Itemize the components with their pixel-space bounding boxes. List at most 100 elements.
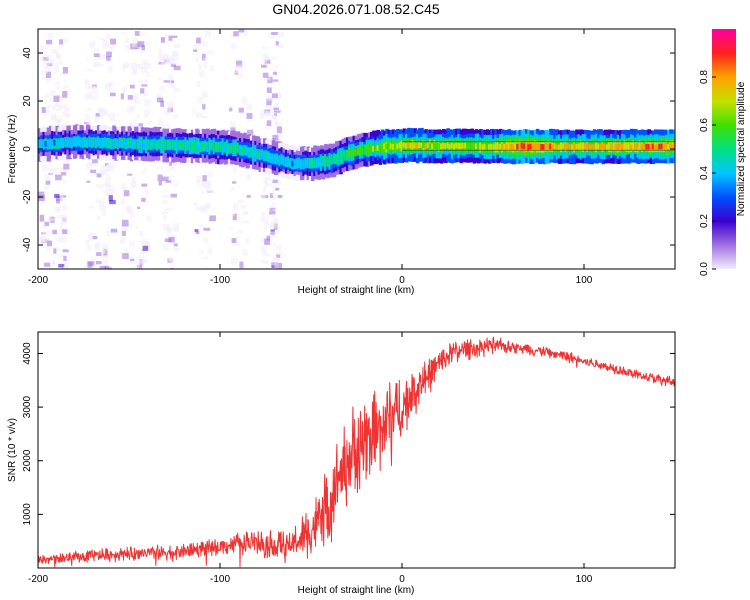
spectrogram-ridge-cell (295, 160, 300, 167)
spectrogram-speckle (265, 267, 270, 269)
spectrogram-ridge-cell (505, 144, 509, 151)
spectrogram-speckle (170, 80, 174, 83)
spectrogram-speckle (123, 61, 129, 69)
spectrogram-ridge-cell (457, 143, 461, 149)
spectrogram-speckle (238, 29, 245, 33)
spectrogram-speckle (120, 198, 125, 205)
spectrogram-speckle (85, 239, 90, 246)
spectrogram-speckle (272, 213, 277, 217)
spectrogram-speckle (38, 195, 45, 202)
spectrogram-speckle (103, 40, 109, 43)
spectrogram-ridge-cell (666, 144, 671, 150)
spectrogram-ridge-cell (642, 143, 647, 150)
spectrogram-speckle (158, 180, 163, 186)
spectrogram-speckle (133, 99, 140, 104)
spectrogram-speckle (144, 110, 150, 115)
spectrogram-ridge-cell (559, 144, 564, 151)
spectrogram-speckle (265, 55, 270, 61)
spectrogram-ridge-cell (317, 159, 322, 165)
spectrogram-speckle (96, 173, 102, 178)
spectrogram-speckle (89, 162, 93, 165)
spectrogram-speckle (106, 51, 112, 58)
spectrogram-speckle (107, 112, 115, 119)
spectrogram-y-axis-label: Frequency (Hz) (7, 115, 18, 184)
spectrogram-ridge-cell (625, 144, 629, 151)
spectrogram-speckle (160, 100, 165, 107)
spectrogram-ridge-cell (88, 138, 92, 145)
spectrogram-ridge-cell (110, 140, 114, 147)
spectrogram-speckle (109, 46, 115, 51)
spectrogram-speckle (262, 46, 268, 50)
spectrogram-ridge-cell (621, 143, 625, 150)
spectrogram-speckle (107, 163, 113, 168)
spectrogram-speckle (138, 79, 142, 84)
spectrogram-speckle (243, 29, 248, 37)
spectrogram-speckle (83, 264, 88, 269)
spectrogram-ridge-cell (557, 144, 562, 151)
spectrogram-speckle (156, 97, 164, 103)
spectrogram-speckle (263, 186, 267, 193)
spectrogram-speckle (121, 88, 126, 95)
spectrogram-ridge-cell (46, 141, 51, 148)
spectrogram-speckle (54, 62, 59, 68)
spectrogram-speckle (142, 93, 148, 97)
spectrogram-speckle (260, 245, 264, 251)
spectrogram-ridge-cell (232, 145, 236, 152)
spectrogram-ridge-cell (627, 143, 632, 150)
spectrogram-speckle (173, 223, 180, 229)
spectrogram-ridge-cell (83, 138, 88, 145)
spectrogram-ridge-cell (267, 154, 271, 160)
spectrogram-speckle (88, 85, 96, 90)
spectrogram-ridge-cell (584, 143, 588, 149)
spectrogram-speckle (168, 35, 173, 41)
spectrogram-speckle (137, 255, 145, 259)
spectrogram-speckle (130, 258, 135, 262)
spectrogram-speckle (61, 172, 67, 176)
spectrogram-speckle (203, 58, 209, 61)
spectrogram-ridge-cell (155, 140, 160, 147)
spectrogram-ridge-cell (588, 144, 592, 150)
spectrogram-ridge-cell (162, 141, 166, 148)
spectrogram-ridge-cell (140, 141, 145, 148)
spectrogram-speckle (104, 84, 111, 90)
spectrogram-speckle (102, 43, 108, 48)
spectrogram-speckle (165, 228, 172, 235)
spectrogram-speckle (50, 113, 57, 121)
spectrogram-speckle (44, 237, 50, 241)
spectrogram-ridge-cell (68, 138, 73, 145)
snr-panel: -200 -100 0 100 1000 2000 3000 4000 Height of s… (7, 331, 676, 596)
spectrogram-ridge-cell (481, 144, 485, 151)
spectrogram-speckle (193, 202, 197, 207)
spectrogram-speckle (204, 31, 212, 37)
spectrogram-speckle (103, 168, 111, 173)
spectrogram-ridge-cell (252, 149, 256, 155)
spectrogram-speckle (129, 240, 135, 247)
spectrogram-ridge-cell (195, 143, 199, 150)
spectrogram-speckle (195, 207, 202, 211)
spectrogram-speckle (232, 168, 238, 173)
spectrogram-speckle (63, 37, 69, 44)
spectrogram-ridge-cell (243, 147, 247, 154)
spectrogram-speckle (278, 133, 284, 138)
spectrogram-speckle (98, 63, 105, 66)
spectrogram-ridge-cell (509, 144, 514, 150)
spectrogram-speckle (164, 34, 170, 39)
spectrogram-speckle (123, 86, 128, 94)
spectrogram-ridge-cell (372, 145, 376, 152)
spectrogram-speckle (137, 206, 141, 209)
spectrogram-speckle (45, 66, 51, 69)
spectrogram-speckle (271, 31, 279, 35)
spectrogram-speckle (62, 67, 69, 74)
spectrogram-speckle (276, 95, 282, 100)
spectrogram-ridge-cell (435, 143, 439, 150)
spectrogram-speckle (141, 45, 146, 51)
spectrogram-speckle (109, 81, 113, 87)
spectrogram-ridge-cell (306, 160, 311, 166)
spectrogram-speckle (92, 157, 98, 164)
spectrogram-speckle (162, 215, 167, 221)
spectrogram-speckle (137, 63, 143, 69)
spectrogram-speckle (145, 41, 152, 45)
spectrogram-speckle (39, 57, 46, 61)
spectrogram-speckle (231, 42, 236, 49)
spectrogram-ridge-cell (221, 143, 225, 150)
